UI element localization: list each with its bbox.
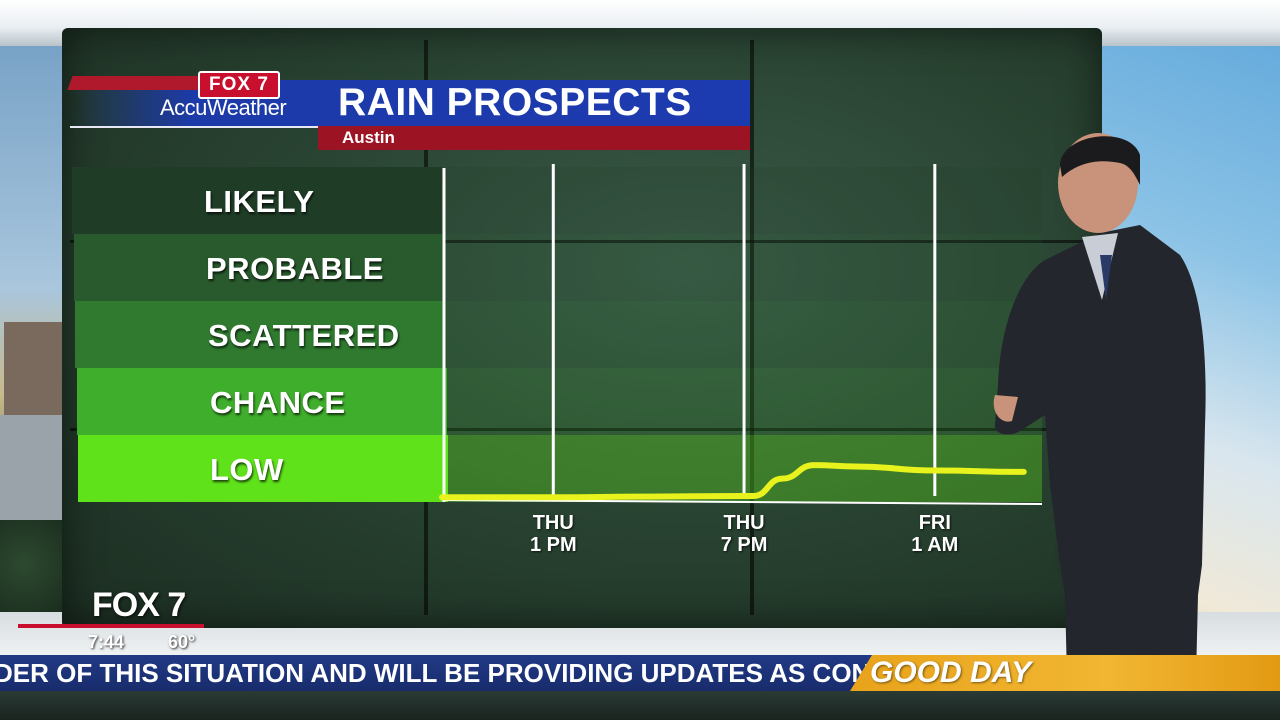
chart-title: RAIN PROSPECTS [338,81,692,124]
category-band-chance [76,368,447,435]
category-band-scattered [75,301,445,368]
bug-time: 7:44 [88,632,125,652]
show-name: GOOD DAY [870,656,1032,689]
x-axis-line [441,499,1043,505]
x-tick-label: FRI 1 AM [911,512,959,556]
category-band-low [78,435,448,502]
ticker-text: DER OF THIS SITUATION AND WILL BE PROVID… [0,658,890,688]
category-band-probable [73,234,444,301]
plot-band [442,167,1042,234]
plot-band [442,301,1042,368]
fox7-logo: FOX 7 [198,71,280,99]
location-bar [318,126,750,150]
category-label: CHANCE [210,385,346,420]
plot-band [442,368,1042,435]
wall-seam [70,428,1090,431]
plot-band [442,234,1042,301]
bottom-strip [0,691,1280,720]
category-label: LOW [210,452,284,487]
fox7-bug-logo: FOX 7 [92,586,186,624]
category-label: SCATTERED [208,318,400,353]
bug-temperature: 60° [168,632,196,652]
show-tag [850,655,1280,691]
wall-seam [70,240,1090,243]
accuweather-logo: AccuWeather [160,95,287,120]
presenter [993,133,1206,720]
chart-location: Austin [342,128,395,147]
bug-divider [18,624,204,628]
category-label: PROBABLE [206,251,384,286]
x-tick-label: THU 1 PM [529,512,577,556]
category-band-likely [72,167,442,234]
category-label: LIKELY [204,184,315,219]
x-tick-label: THU 7 PM [720,512,768,556]
wall-seam [750,40,754,615]
rain-prospect-line [439,462,1027,501]
rain-chart [439,164,1043,505]
